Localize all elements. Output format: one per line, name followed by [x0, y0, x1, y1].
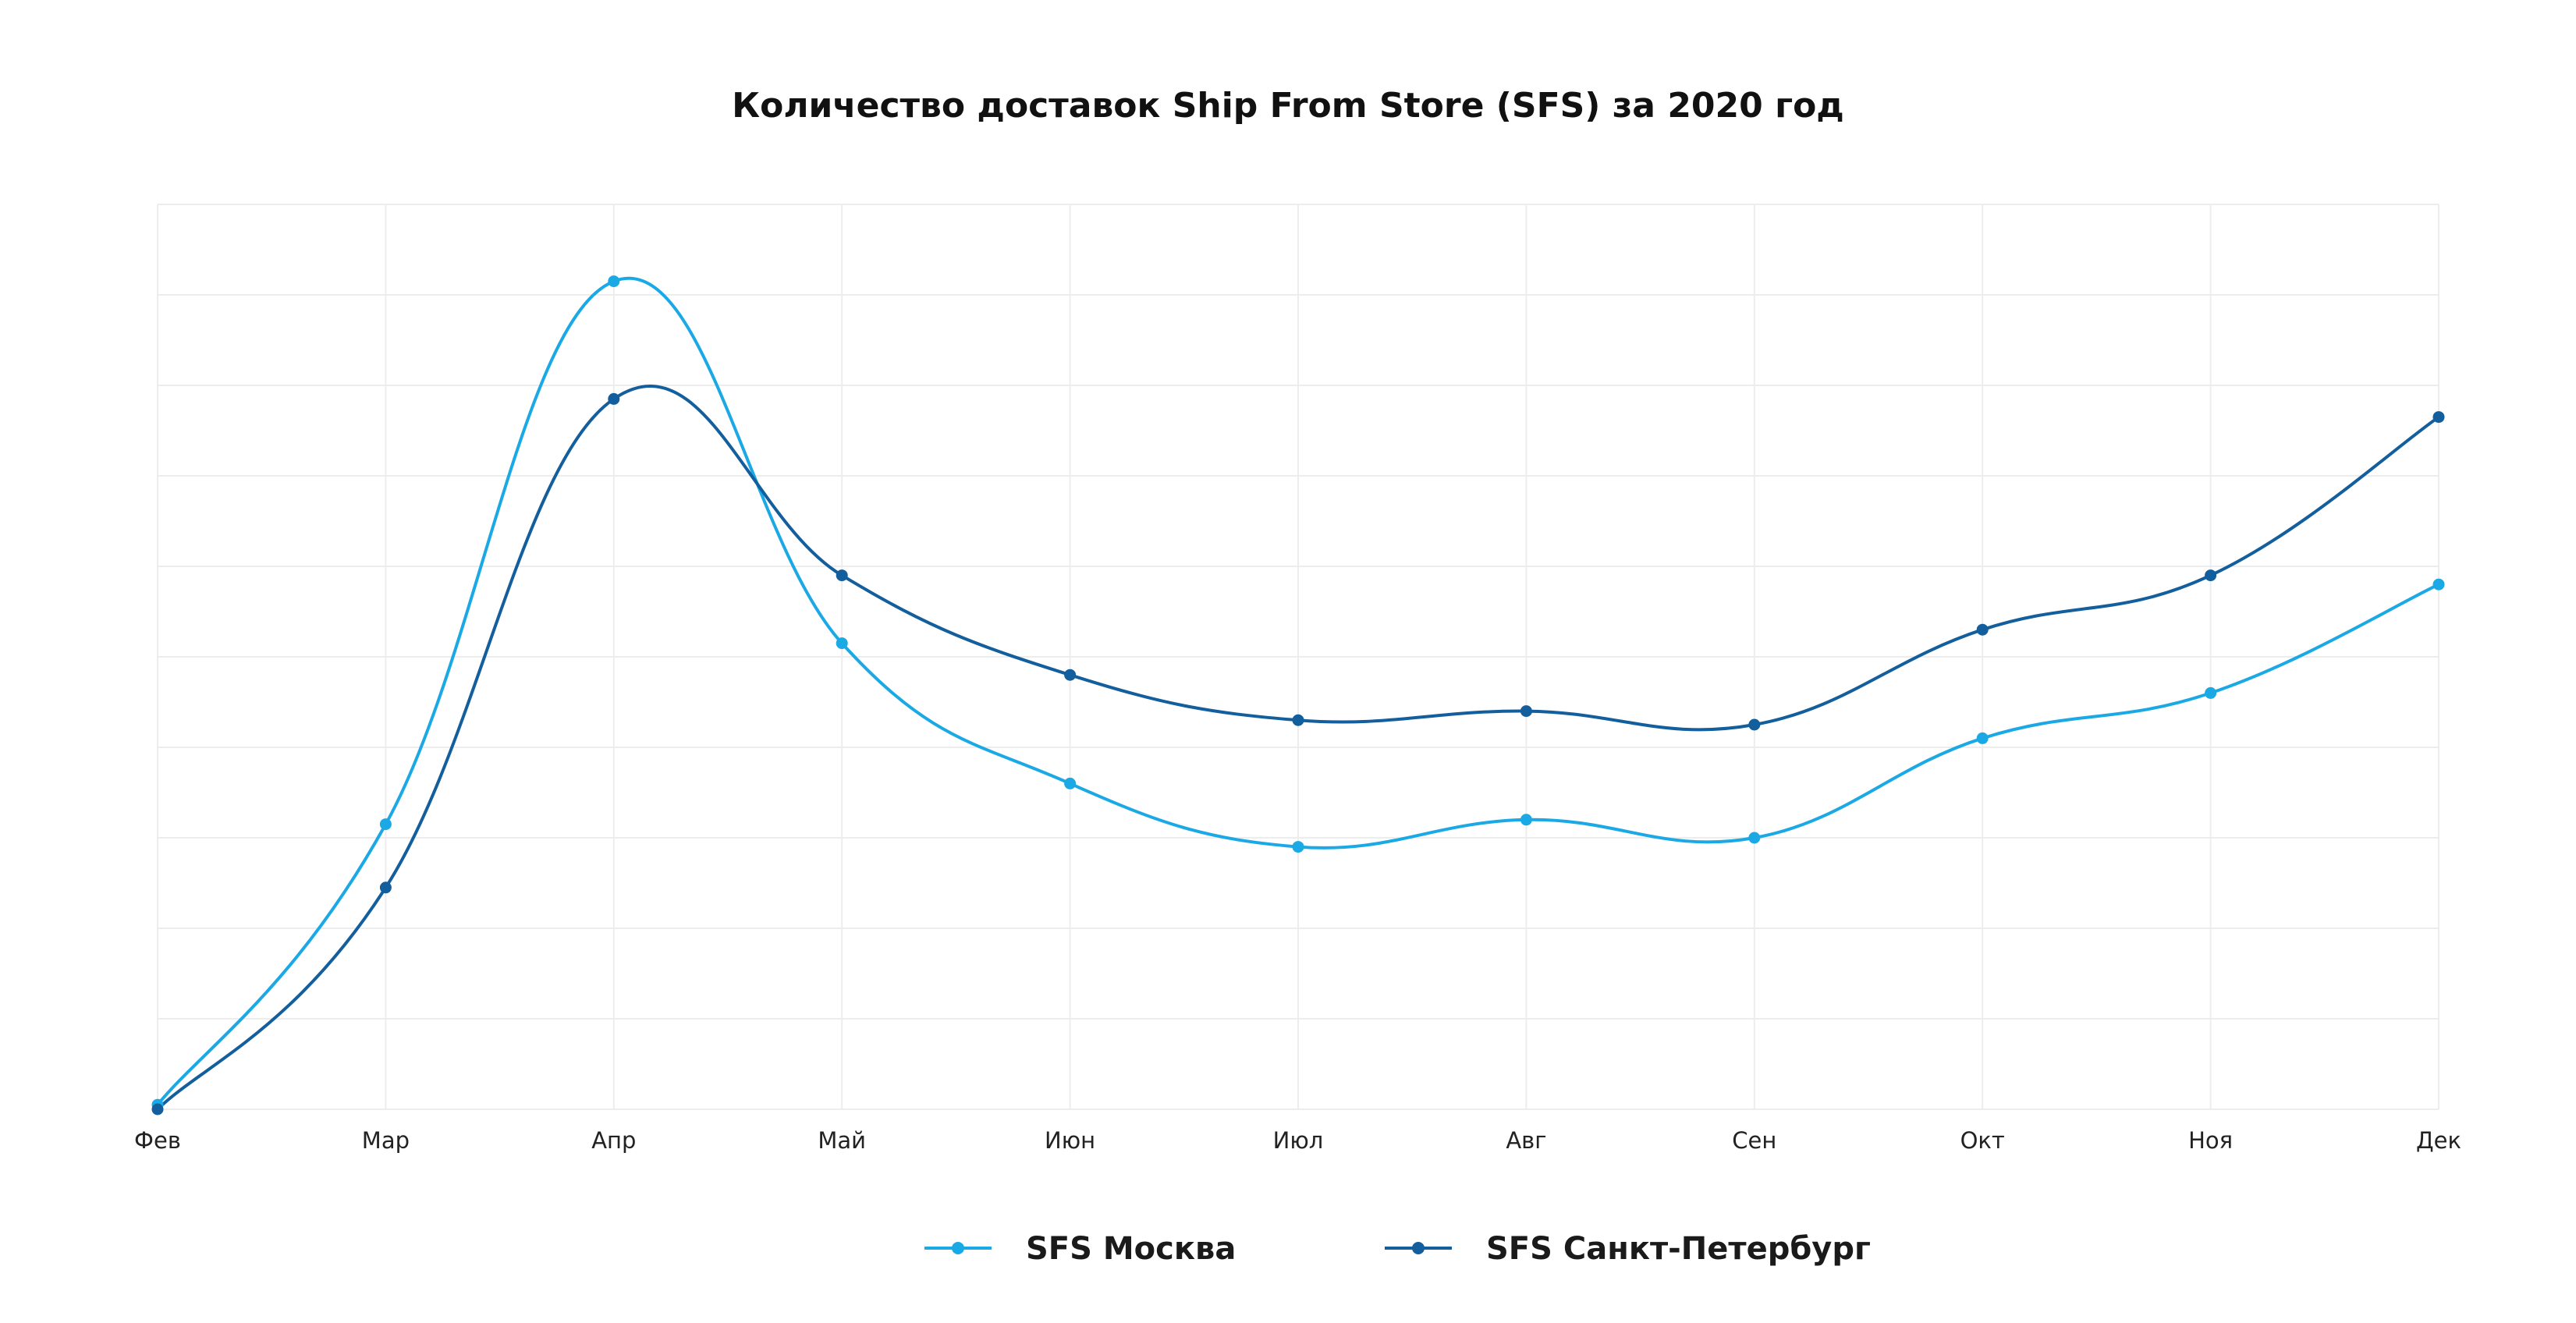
x-tick-label: Мар — [362, 1127, 410, 1154]
series-line-1 — [156, 277, 2439, 1106]
data-point — [1292, 841, 1304, 853]
x-tick-label: Сен — [1732, 1127, 1776, 1154]
data-point — [1976, 732, 1989, 744]
x-tick-label: Дек — [2416, 1127, 2461, 1154]
x-tick-label: Июл — [1273, 1127, 1324, 1154]
data-point — [608, 392, 620, 405]
data-point — [379, 881, 392, 894]
legend-label-2: SFS Санкт-Петербург — [1486, 1231, 1871, 1267]
x-tick-label: Фев — [134, 1127, 181, 1154]
data-point — [2205, 569, 2217, 582]
legend-marker-2 — [1412, 1242, 1425, 1254]
data-point — [1064, 669, 1077, 681]
data-point — [379, 818, 392, 831]
data-point — [1520, 814, 1532, 826]
data-point — [2205, 686, 2217, 699]
grid — [157, 204, 2439, 1110]
data-point — [2432, 411, 2445, 424]
data-point — [151, 1103, 164, 1116]
x-tick-label: Ноя — [2188, 1127, 2233, 1154]
series-points — [151, 275, 2445, 1116]
data-point — [1520, 705, 1532, 718]
data-point — [836, 637, 848, 650]
x-tick-label: Окт — [1960, 1127, 2005, 1154]
data-point — [608, 275, 620, 288]
x-tick-label: Апр — [591, 1127, 636, 1154]
data-point — [1748, 718, 1761, 731]
data-point — [1292, 714, 1304, 726]
series-line-2 — [156, 385, 2440, 1111]
data-point — [1064, 777, 1077, 789]
legend-label-1: SFS Москва — [1026, 1231, 1236, 1267]
chart-title: Количество доставок Ship From Store (SFS… — [732, 86, 1844, 126]
x-tick-label: Июн — [1045, 1127, 1095, 1154]
x-tick-label: Авг — [1506, 1127, 1546, 1154]
data-point — [1748, 832, 1761, 844]
x-tick-label: Май — [818, 1127, 866, 1154]
legend: SFS Москва SFS Санкт-Петербург — [924, 1231, 1871, 1267]
data-point — [2432, 578, 2445, 591]
series-lines — [156, 277, 2440, 1111]
data-point — [1976, 623, 1989, 636]
data-point — [836, 569, 848, 582]
x-axis-tick-labels: Фев Мар Апр Май Июн Июл Авг Сен Окт Ноя Дек — [134, 1127, 2461, 1154]
legend-marker-1 — [952, 1242, 964, 1254]
